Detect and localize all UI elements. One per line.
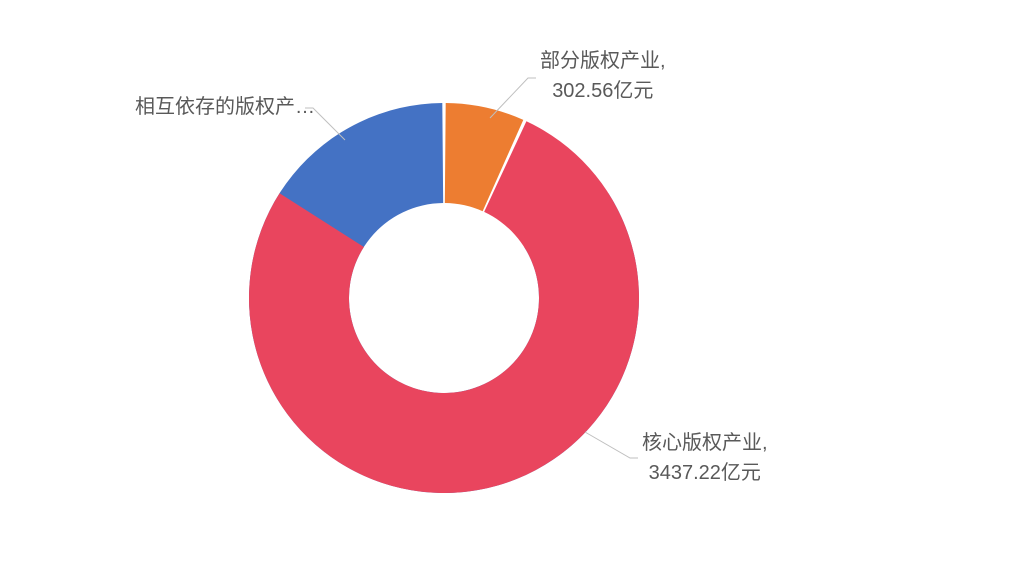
leader-line [585, 432, 638, 458]
donut-svg [0, 0, 1035, 582]
slice-label-partial: 部分版权产业, 302.56亿元 [540, 46, 666, 106]
slice-label-interdependent-line1: 相互依存的版权产… [135, 96, 315, 118]
slice-label-interdependent: 相互依存的版权产… [135, 92, 315, 122]
slice-label-core-line2: 3437.22亿元 [649, 462, 761, 484]
donut-chart: 相互依存的版权产… 部分版权产业, 302.56亿元 核心版权产业, 3437.… [0, 0, 1035, 582]
slice-label-core-line1: 核心版权产业, [642, 432, 768, 454]
slice-label-core: 核心版权产业, 3437.22亿元 [642, 428, 768, 488]
slice-label-partial-line2: 302.56亿元 [552, 80, 653, 102]
slice-label-partial-line1: 部分版权产业, [540, 50, 666, 72]
